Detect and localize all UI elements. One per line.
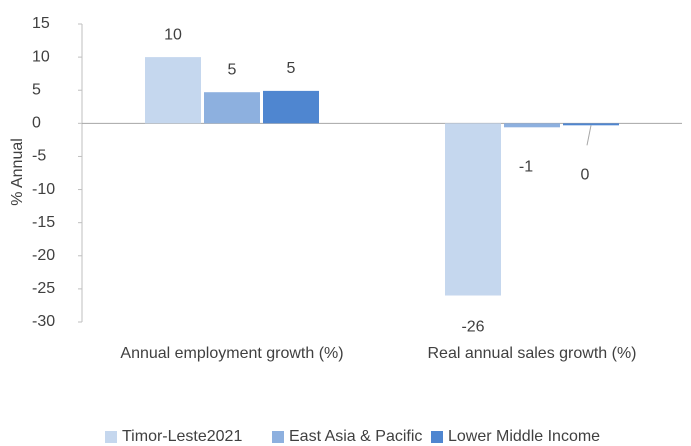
data-label: -1 (519, 159, 533, 176)
bar (263, 90, 319, 124)
y-axis-title: % Annual (9, 138, 26, 206)
legend-swatch (105, 431, 117, 443)
bar (204, 92, 260, 124)
y-tick-label: -25 (32, 280, 55, 297)
y-tick-label: 5 (32, 81, 41, 98)
data-label: 0 (581, 167, 590, 184)
legend-swatch (272, 431, 284, 443)
legend-swatch (431, 431, 443, 443)
y-tick-label: -5 (32, 148, 46, 165)
legend-label: East Asia & Pacific (289, 428, 422, 445)
legend-label: Timor-Leste2021 (122, 428, 242, 445)
legend-label: Lower Middle Income (448, 428, 600, 445)
bar (563, 123, 619, 126)
data-label: 5 (228, 61, 237, 78)
bar (145, 57, 201, 124)
y-tick-label: 0 (32, 115, 41, 132)
data-label: -26 (461, 319, 484, 336)
bar (445, 123, 501, 296)
y-tick-label: -30 (32, 313, 55, 330)
data-label: 10 (164, 26, 182, 43)
x-tick-label: Real annual sales growth (%) (427, 345, 637, 362)
y-tick-label: -15 (32, 214, 55, 231)
y-tick-label: 15 (32, 15, 50, 32)
x-tick-label: Annual employment growth (%) (120, 345, 344, 362)
leader-line (586, 125, 592, 146)
data-label: 5 (287, 60, 296, 77)
bar (504, 123, 560, 128)
y-tick-label: 10 (32, 48, 50, 65)
y-tick-label: -20 (32, 247, 55, 264)
y-tick-label: -10 (32, 181, 55, 198)
